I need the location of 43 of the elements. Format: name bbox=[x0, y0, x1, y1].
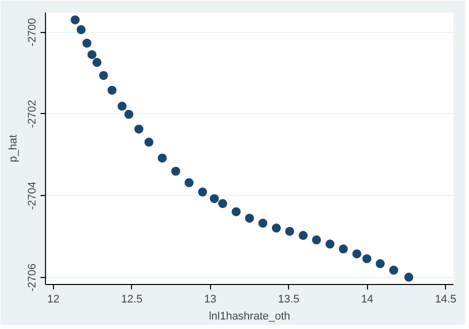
x-tick-label: 14.5 bbox=[434, 294, 456, 306]
point bbox=[362, 254, 372, 264]
point bbox=[338, 244, 348, 254]
point bbox=[352, 249, 362, 258]
point bbox=[92, 58, 102, 67]
point bbox=[389, 266, 398, 275]
point bbox=[198, 188, 208, 197]
y-tick-label: -2702 bbox=[26, 100, 38, 128]
x-tick-label: 12 bbox=[47, 294, 60, 306]
point bbox=[144, 138, 154, 147]
point bbox=[118, 102, 127, 111]
point bbox=[376, 259, 385, 268]
point bbox=[298, 230, 308, 240]
y-axis-title: p_hat bbox=[8, 134, 20, 162]
x-tick-label: 12.5 bbox=[121, 294, 143, 306]
point bbox=[82, 38, 92, 48]
x-tick-label: 13 bbox=[204, 294, 216, 306]
point bbox=[171, 166, 180, 176]
point bbox=[272, 224, 281, 233]
point bbox=[70, 15, 80, 24]
point bbox=[258, 218, 268, 228]
point bbox=[285, 226, 294, 236]
point bbox=[184, 178, 194, 188]
y-tick-label: -2700 bbox=[26, 18, 38, 46]
y-tick-label: -2704 bbox=[26, 182, 38, 210]
point bbox=[232, 207, 241, 216]
x-tick-label: 14 bbox=[361, 294, 374, 306]
point bbox=[124, 110, 134, 119]
point bbox=[218, 199, 228, 208]
point bbox=[158, 154, 167, 163]
y-tick-label: -2706 bbox=[26, 263, 38, 292]
point bbox=[76, 25, 86, 34]
x-axis-title: lnl1hashrate_oth bbox=[208, 310, 290, 322]
point bbox=[210, 194, 219, 204]
point bbox=[326, 240, 334, 248]
point bbox=[404, 272, 414, 282]
point bbox=[134, 124, 144, 134]
point bbox=[87, 50, 96, 60]
point bbox=[99, 70, 108, 80]
point bbox=[312, 235, 322, 244]
point bbox=[108, 86, 117, 95]
x-tick-label: 13.5 bbox=[278, 294, 300, 306]
point bbox=[245, 214, 254, 223]
